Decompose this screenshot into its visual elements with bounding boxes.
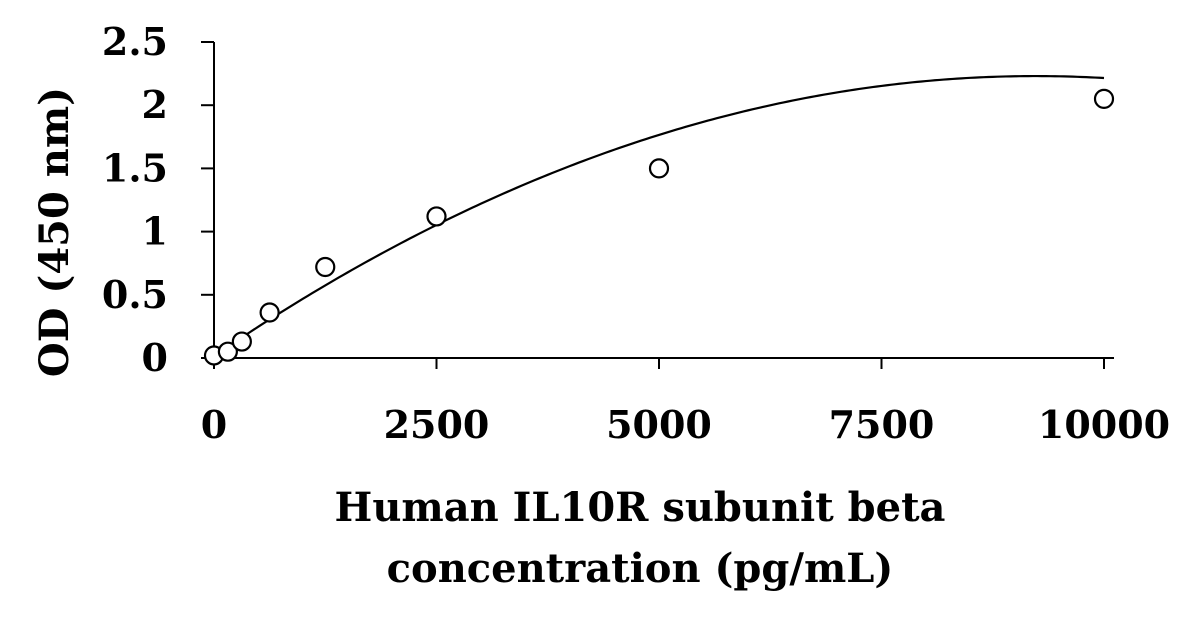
x-axis-ticks: 0 2500 5000 7500 10000 bbox=[201, 358, 1170, 447]
x-tick-label: 5000 bbox=[606, 402, 712, 447]
y-tick-label: 2.5 bbox=[102, 19, 168, 64]
x-tick-label: 7500 bbox=[829, 402, 935, 447]
y-tick-label: 0 bbox=[142, 335, 168, 380]
x-axis-title-line-1: Human IL10R subunit beta bbox=[335, 484, 946, 531]
data-point bbox=[1093, 88, 1115, 109]
x-tick-label: 0 bbox=[201, 402, 227, 447]
x-tick-label: 10000 bbox=[1038, 402, 1170, 447]
data-point bbox=[259, 302, 280, 323]
y-tick-label: 1.5 bbox=[102, 145, 168, 190]
data-points bbox=[203, 88, 1115, 366]
y-tick-label: 1 bbox=[142, 209, 168, 254]
x-axis-title-line-2: concentration (pg/mL) bbox=[387, 545, 894, 592]
axes bbox=[213, 42, 1114, 359]
data-point bbox=[426, 206, 447, 227]
data-point bbox=[315, 256, 336, 278]
data-point bbox=[648, 158, 670, 179]
fit-curve bbox=[213, 74, 1105, 358]
y-tick-label: 0.5 bbox=[102, 272, 168, 317]
data-point bbox=[217, 341, 238, 362]
y-axis-ticks: 0 0.5 1 1.5 2 2.5 bbox=[102, 19, 214, 380]
y-tick-label: 2 bbox=[142, 82, 168, 127]
fit-curve-group bbox=[213, 74, 1105, 358]
x-tick-label: 2500 bbox=[384, 402, 490, 447]
data-point bbox=[231, 331, 252, 352]
y-axis-title: OD (450 nm) bbox=[31, 87, 78, 377]
